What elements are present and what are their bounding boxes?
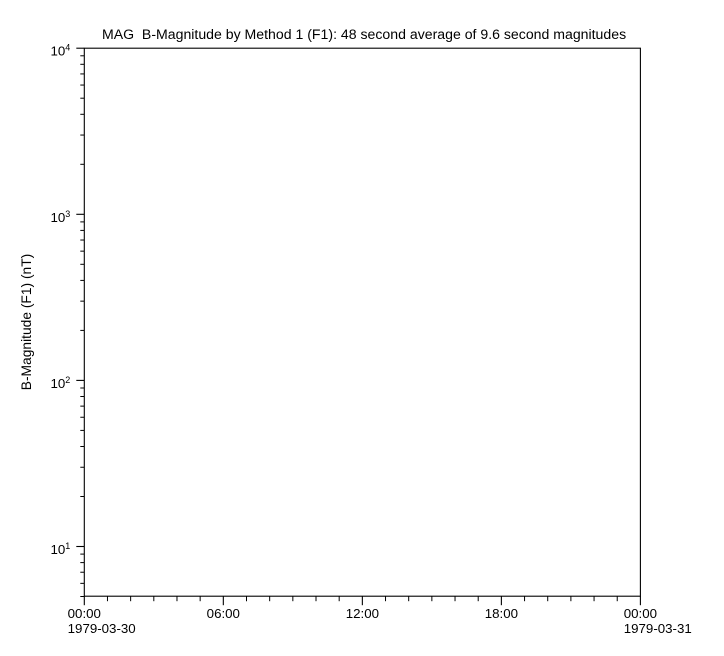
svg-text:MAG B-Magnitude by Method 1 (: MAG B-Magnitude by Method 1 (F1): 48 sec… (102, 26, 626, 42)
svg-text:12:00: 12:00 (346, 606, 379, 621)
svg-text:00:00: 00:00 (68, 606, 101, 621)
svg-text:06:00: 06:00 (207, 606, 240, 621)
svg-text:18:00: 18:00 (485, 606, 518, 621)
svg-text:00:00: 00:00 (624, 606, 657, 621)
svg-text:1979-03-31: 1979-03-31 (624, 621, 692, 636)
svg-text:1979-03-30: 1979-03-30 (68, 621, 136, 636)
svg-text:B-Magnitude (F1) (nT): B-Magnitude (F1) (nT) (19, 254, 34, 390)
